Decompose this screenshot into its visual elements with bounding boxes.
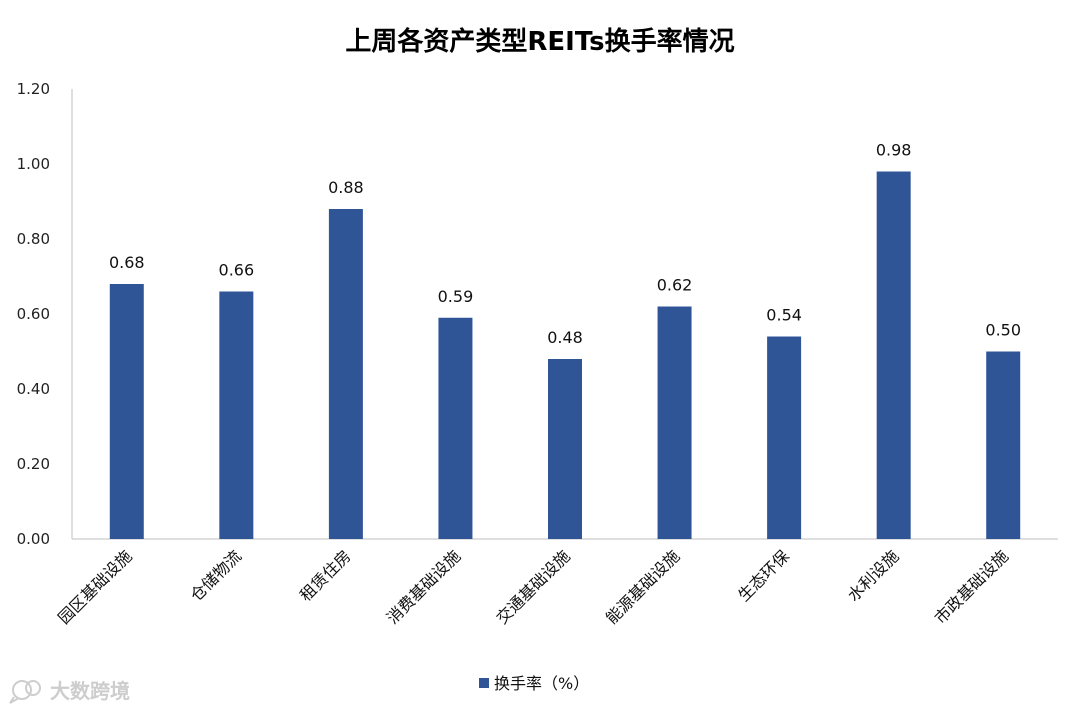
data-label: 0.66: [219, 261, 255, 280]
bar: [548, 359, 582, 539]
legend: 换手率（%）: [479, 674, 589, 693]
category-label: 仓储物流: [186, 546, 245, 605]
y-tick-label: 0.20: [17, 455, 50, 473]
bar: [986, 351, 1021, 539]
chart-title: 上周各资产类型REITs换手率情况: [345, 26, 734, 57]
data-label: 0.88: [328, 178, 364, 197]
category-labels-group: 园区基础设施 仓储物流 租赁住房 消费基础设施 交通基础设施 能源基础设施 生态环保 水利设施…: [54, 546, 1012, 627]
category-label: 交通基础设施: [493, 546, 574, 627]
y-tick-label: 0.40: [17, 380, 50, 398]
data-label: 0.62: [657, 276, 693, 295]
bar: [109, 284, 144, 539]
category-label: 生态环保: [734, 546, 793, 605]
category-label: 消费基础设施: [383, 546, 464, 627]
data-label: 0.48: [547, 328, 583, 347]
y-tick-label: 0.00: [17, 530, 50, 548]
data-label: 0.50: [985, 321, 1021, 340]
speech-bubble-icon: [9, 680, 41, 704]
y-tick-label: 0.80: [17, 230, 50, 248]
bar: [767, 336, 802, 539]
bar: [876, 171, 911, 539]
bar: [657, 306, 692, 539]
data-labels-group: 0.68 0.66 0.88 0.59 0.48 0.62 0.54 0.98 0.50: [109, 141, 1021, 348]
category-label: 水利设施: [844, 546, 903, 605]
y-axis-ticks: 0.00 0.20 0.40 0.60 0.80 1.00 1.20: [17, 80, 50, 548]
watermark-text: 大数跨境: [50, 679, 130, 703]
data-label: 0.54: [766, 306, 802, 325]
category-label: 租赁住房: [296, 546, 355, 605]
bar: [438, 317, 473, 539]
category-label: 园区基础设施: [54, 546, 135, 627]
category-label: 能源基础设施: [602, 546, 683, 627]
data-label: 0.98: [876, 141, 912, 160]
legend-label: 换手率（%）: [494, 674, 589, 693]
category-label: 市政基础设施: [931, 546, 1012, 627]
y-tick-label: 0.60: [17, 305, 50, 323]
bars-group: [109, 171, 1021, 539]
y-tick-label: 1.00: [17, 155, 50, 173]
y-tick-label: 1.20: [17, 80, 50, 98]
data-label: 0.68: [109, 253, 145, 272]
watermark: 大数跨境: [9, 679, 130, 704]
bar: [219, 291, 254, 539]
data-label: 0.59: [438, 287, 474, 306]
bar: [328, 209, 363, 539]
legend-swatch: [479, 678, 489, 688]
